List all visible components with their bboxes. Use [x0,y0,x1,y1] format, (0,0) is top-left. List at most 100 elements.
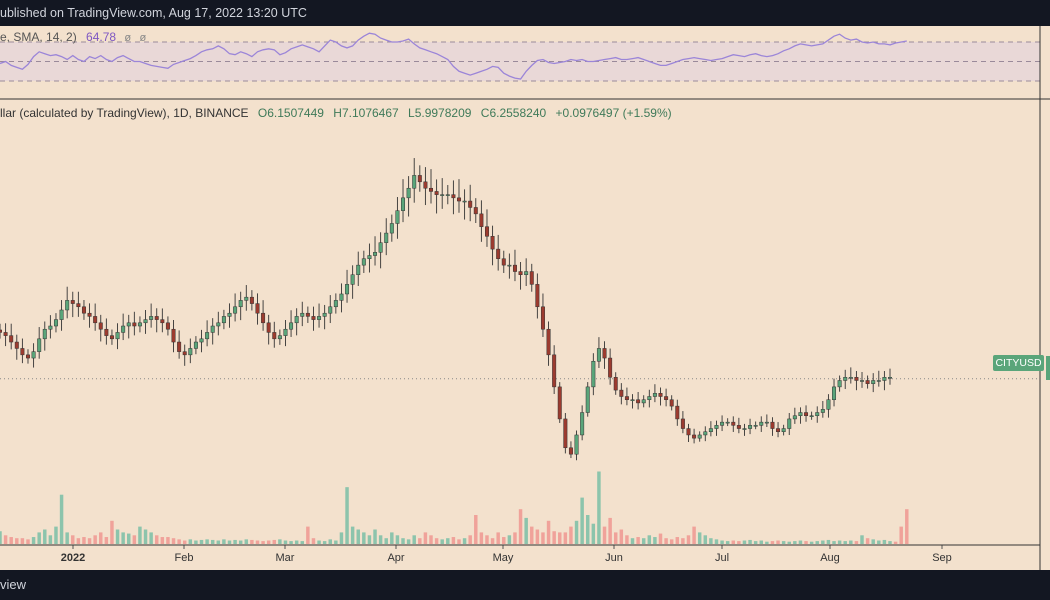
volume-bar [339,532,344,544]
candle-body [244,296,249,301]
candle [882,371,887,391]
candle-body [221,316,226,324]
candle [490,225,495,266]
candle [479,200,484,242]
candle [322,304,327,330]
candle-body [70,300,75,304]
volume-bar [54,526,58,544]
candle [283,319,288,347]
candle [798,407,803,424]
hide-icon[interactable]: ø [139,32,147,44]
volume-bar [99,532,103,544]
candle [692,428,697,444]
candle-body [574,434,579,455]
candle-body [860,380,864,382]
candle-body [809,415,814,417]
volume-bar [574,520,579,544]
candle-body [261,312,266,324]
price-legend: llar (calculated by TradingView), 1D, BI… [0,106,672,120]
volume-bar [552,531,556,544]
volume-bar [104,537,109,544]
candle [305,306,310,323]
volume-bar [541,532,545,544]
candle-body [580,412,585,436]
volume-bar [770,541,775,544]
volume-bar [597,471,601,544]
candle-body [165,322,170,330]
volume-bar [681,538,685,544]
volume-bar [871,539,875,544]
candle-body [109,335,114,340]
volume-bar [132,535,137,544]
candle [429,169,433,204]
candle [697,431,702,442]
volume-bar [322,541,327,544]
volume-bar [406,539,411,544]
volume-bar [110,520,114,544]
candle [272,321,277,348]
candle-body [479,213,484,227]
volume-bar [300,541,304,544]
volume-bar [261,541,265,544]
volume-bar [507,535,512,544]
volume-bar [418,538,422,544]
ohlc-low: L5.9978209 [408,106,472,120]
candle [843,369,848,390]
candle-body [636,399,641,404]
volume-bar [446,538,450,544]
volume-bar [877,540,881,544]
candle [294,308,299,336]
candle-body [361,258,366,266]
candle-body [205,332,210,340]
candle [0,323,2,339]
volume-bar [524,517,528,544]
candle [664,388,669,407]
candle [804,405,809,422]
candle [742,423,747,436]
candle-body [546,328,551,356]
candle [238,291,243,321]
volume-bar [143,529,148,544]
candle [748,418,753,435]
candle [345,269,350,303]
rsi-value: 64.78 [86,30,117,44]
candle [613,372,618,395]
candle [193,336,198,355]
candle [70,291,75,318]
price-chart[interactable]: 2022 Feb Mar Apr May Jun Jul Aug Sep [0,26,1050,570]
volume-bar [154,535,159,544]
candle [669,395,674,411]
volume-bar [356,529,360,544]
volume-bar [289,541,293,544]
candle-body [490,236,495,250]
candle [244,285,249,311]
volume-bar [255,540,260,544]
candle [266,314,271,345]
candle [641,395,646,408]
candle-body [697,434,702,439]
hide-icon[interactable]: ø [124,32,132,44]
candle-body [233,306,238,314]
candle-body [837,380,842,388]
candle-body [820,409,825,413]
candle-body [300,312,305,317]
volume-bar [490,538,495,544]
candle-body [42,328,47,340]
candle-body [412,175,417,189]
candle-body [20,348,25,356]
candle-body [87,312,92,317]
candle-body [540,306,545,330]
volume-bar [776,540,780,544]
candle-body [725,421,730,424]
candle-body [652,393,657,397]
candle-body [317,316,322,320]
candle-body [731,421,736,426]
candle [462,189,467,220]
candle-body [462,200,467,203]
volume-bar [244,539,249,544]
candle-body [350,274,355,285]
candle [518,262,523,290]
candle-body [238,300,243,308]
candle [496,234,501,271]
candle [608,348,613,385]
